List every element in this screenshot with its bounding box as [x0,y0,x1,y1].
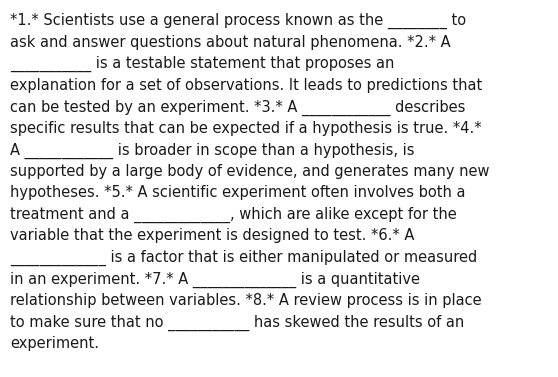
Text: _____________ is a factor that is either manipulated or measured: _____________ is a factor that is either… [10,250,477,266]
Text: A ____________ is broader in scope than a hypothesis, is: A ____________ is broader in scope than … [10,143,415,159]
Text: to make sure that no ___________ has skewed the results of an: to make sure that no ___________ has ske… [10,314,464,331]
Text: can be tested by an experiment. *3.* A ____________ describes: can be tested by an experiment. *3.* A _… [10,99,465,115]
Text: hypotheses. *5.* A scientific experiment often involves both a: hypotheses. *5.* A scientific experiment… [10,185,465,201]
Text: specific results that can be expected if a hypothesis is true. *4.*: specific results that can be expected if… [10,121,482,136]
Text: explanation for a set of observations. It leads to predictions that: explanation for a set of observations. I… [10,78,482,93]
Text: ask and answer questions about natural phenomena. *2.* A: ask and answer questions about natural p… [10,35,451,50]
Text: ___________ is a testable statement that proposes an: ___________ is a testable statement that… [10,56,395,72]
Text: in an experiment. *7.* A ______________ is a quantitative: in an experiment. *7.* A ______________ … [10,271,420,288]
Text: supported by a large body of evidence, and generates many new: supported by a large body of evidence, a… [10,164,489,179]
Text: variable that the experiment is designed to test. *6.* A: variable that the experiment is designed… [10,228,415,244]
Text: relationship between variables. *8.* A review process is in place: relationship between variables. *8.* A r… [10,293,482,308]
Text: treatment and a _____________, which are alike except for the: treatment and a _____________, which are… [10,207,457,223]
Text: *1.* Scientists use a general process known as the ________ to: *1.* Scientists use a general process kn… [10,13,466,29]
Text: experiment.: experiment. [10,336,99,351]
